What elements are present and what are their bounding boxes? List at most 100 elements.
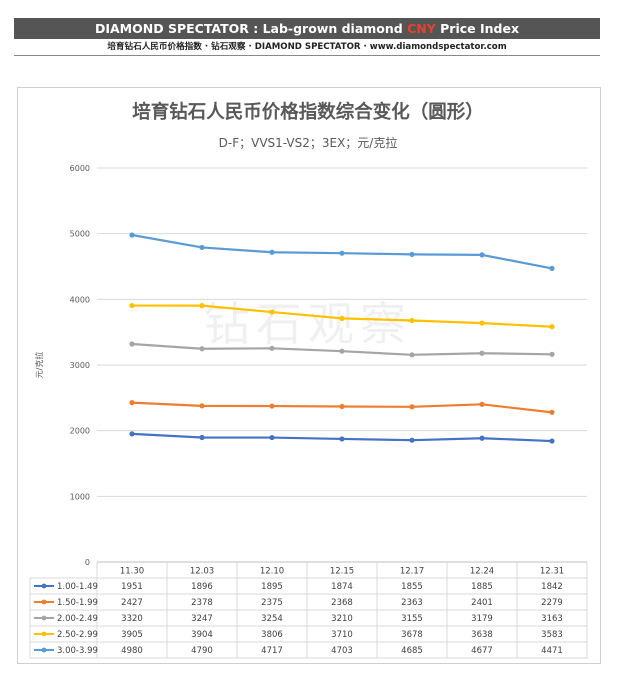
- banner-title-prefix: Lab-grown diamond: [262, 21, 408, 36]
- watermark-text: 钻石观察: [204, 297, 412, 351]
- data-point: [409, 251, 415, 257]
- data-point: [129, 232, 135, 238]
- table-cell-value: 3320: [121, 614, 143, 624]
- data-point: [409, 317, 415, 324]
- y-axis-ticks: 0 1000 2000 3000 4000 5000 6000: [70, 164, 90, 567]
- series-group: [129, 232, 555, 272]
- data-point: [199, 346, 205, 352]
- data-point: [199, 244, 205, 251]
- data-point: [479, 401, 485, 407]
- data-point: [199, 403, 205, 409]
- table-cell-value: 2279: [541, 598, 563, 608]
- table-cell-value: 1885: [471, 582, 493, 592]
- banner-title-suffix: Price Index: [435, 21, 520, 36]
- data-point: [409, 352, 415, 358]
- table-cell-value: 2363: [401, 598, 423, 608]
- data-point: [549, 351, 555, 357]
- table-cell-value: 2427: [121, 598, 143, 608]
- header-banner: DIAMOND SPECTATOR : Lab-grown diamond CN…: [14, 18, 600, 39]
- table-cell-value: 3806: [261, 630, 283, 640]
- header-subline: 培育钻石人民币价格指数 · 钻石观察 · DIAMOND SPECTATOR ·…: [107, 42, 507, 52]
- title-separator: :: [248, 21, 263, 36]
- table-cell-value: 3905: [121, 630, 143, 640]
- currency-code: CNY: [407, 21, 436, 36]
- x-tick-label: 12.03: [190, 567, 214, 577]
- data-point: [549, 265, 555, 272]
- data-point: [339, 250, 345, 256]
- table-cell-value: 3155: [401, 614, 423, 624]
- y-axis-label: 元/克拉: [34, 352, 44, 379]
- table-cell-value: 4685: [401, 646, 423, 656]
- data-point: [269, 345, 275, 351]
- legend-key-marker: [41, 647, 47, 653]
- series-group: [129, 400, 555, 415]
- table-cell-value: 4471: [541, 646, 563, 656]
- x-tick-label: 12.17: [400, 567, 424, 577]
- data-point: [129, 431, 135, 437]
- table-cell-value: 3210: [331, 614, 353, 624]
- data-point: [269, 249, 275, 255]
- table-cell-value: 1896: [191, 582, 213, 592]
- table-cell-value: 3710: [331, 630, 353, 640]
- table-cell-value: 3254: [261, 614, 283, 624]
- data-point: [409, 404, 415, 410]
- y-tick-label: 4000: [70, 295, 90, 304]
- x-tick-label: 12.10: [260, 567, 284, 577]
- table-cell-value: 3247: [191, 614, 213, 624]
- legend-key-marker: [41, 583, 47, 589]
- x-tick-label: 12.31: [540, 567, 564, 577]
- series-group: [129, 431, 555, 444]
- y-tick-label: 2000: [70, 427, 90, 436]
- data-point: [339, 403, 345, 410]
- y-tick-label: 6000: [70, 164, 90, 173]
- table-cell-value: 3638: [471, 630, 493, 640]
- table-cell-value: 2375: [261, 598, 283, 608]
- y-tick-label: 5000: [70, 230, 90, 239]
- table-cell-value: 3583: [541, 630, 563, 640]
- table-cell-value: 3179: [471, 614, 493, 624]
- data-point: [549, 324, 555, 330]
- table-cell-value: 1874: [331, 582, 353, 592]
- table-cell-value: 3904: [191, 630, 213, 640]
- data-point: [199, 434, 205, 441]
- data-point: [129, 341, 135, 347]
- data-point: [199, 303, 205, 309]
- legend-label: 3.00-3.99: [57, 646, 98, 656]
- header-divider: [14, 55, 600, 56]
- series-group: [129, 302, 555, 330]
- table-cell-value: 2378: [191, 598, 213, 608]
- data-point: [339, 436, 345, 442]
- chart-subtitle: D-F；VVS1-VS2；3EX；元/克拉: [219, 135, 398, 150]
- data-point: [129, 400, 135, 406]
- x-tick-label: 12.24: [470, 567, 494, 577]
- data-point: [479, 350, 485, 356]
- table-cell-value: 1951: [121, 582, 143, 592]
- legend-label: 2.50-2.99: [57, 630, 98, 640]
- legend-label: 1.50-1.99: [57, 598, 98, 608]
- data-point: [549, 409, 555, 415]
- table-cell-value: 1895: [261, 582, 283, 592]
- table-cell-value: 3163: [541, 614, 563, 624]
- legend-label: 2.00-2.49: [57, 614, 98, 624]
- table-cell-value: 4980: [121, 646, 143, 656]
- y-tick-label: 3000: [70, 361, 90, 370]
- table-cell-value: 4717: [261, 646, 283, 656]
- brand-name: DIAMOND SPECTATOR: [94, 21, 249, 36]
- table-cell-value: 2368: [331, 598, 353, 608]
- table-cell-value: 3678: [401, 630, 423, 640]
- data-point: [549, 438, 555, 444]
- data-point: [269, 434, 275, 441]
- data-point: [129, 302, 135, 309]
- x-tick-label: 11.30: [120, 567, 144, 577]
- legend-label: 1.00-1.49: [57, 582, 98, 592]
- data-point: [339, 315, 345, 321]
- data-point: [409, 437, 415, 443]
- data-point: [479, 320, 485, 326]
- y-tick-label: 0: [85, 558, 90, 567]
- data-point: [479, 252, 485, 258]
- table-cell-value: 2401: [471, 598, 493, 608]
- x-tick-label: 12.15: [330, 567, 354, 577]
- legend-key-marker: [41, 599, 47, 605]
- table-cell-value: 4703: [331, 646, 353, 656]
